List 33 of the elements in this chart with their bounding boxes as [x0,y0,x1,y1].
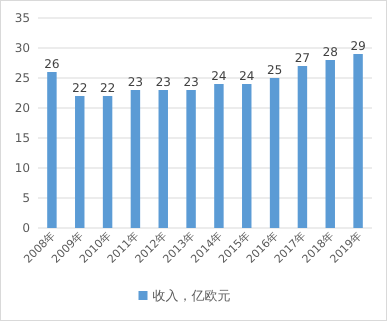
data-label: 23 [128,75,144,89]
bar [326,60,335,228]
bar [186,90,196,228]
data-label: 26 [44,57,60,71]
y-tick-label: 20 [14,101,30,115]
data-label: 22 [72,81,88,95]
bar [242,84,252,228]
bar [353,54,363,228]
data-label: 23 [156,75,171,89]
y-tick-label: 25 [14,71,30,85]
data-label: 23 [183,75,199,89]
bar [102,96,112,228]
bar [298,66,308,228]
data-label: 28 [322,45,338,59]
data-label: 29 [350,39,366,53]
y-tick-label: 0 [22,221,30,235]
y-tick-label: 35 [14,11,30,25]
data-label: 27 [294,51,310,65]
y-tick-label: 30 [14,41,30,55]
bar [47,72,57,228]
bar [130,90,140,228]
y-tick-label: 15 [14,131,30,145]
legend-label: 收入，亿欧元 [152,289,230,304]
bar [158,90,168,228]
data-label: 24 [239,69,254,83]
data-label: 22 [100,81,116,95]
bar [270,78,280,228]
bar [214,84,224,228]
data-label: 25 [266,63,282,77]
bar [75,96,84,228]
data-label: 24 [211,69,227,83]
y-tick-label: 5 [22,191,30,205]
y-tick-label: 10 [14,161,30,175]
